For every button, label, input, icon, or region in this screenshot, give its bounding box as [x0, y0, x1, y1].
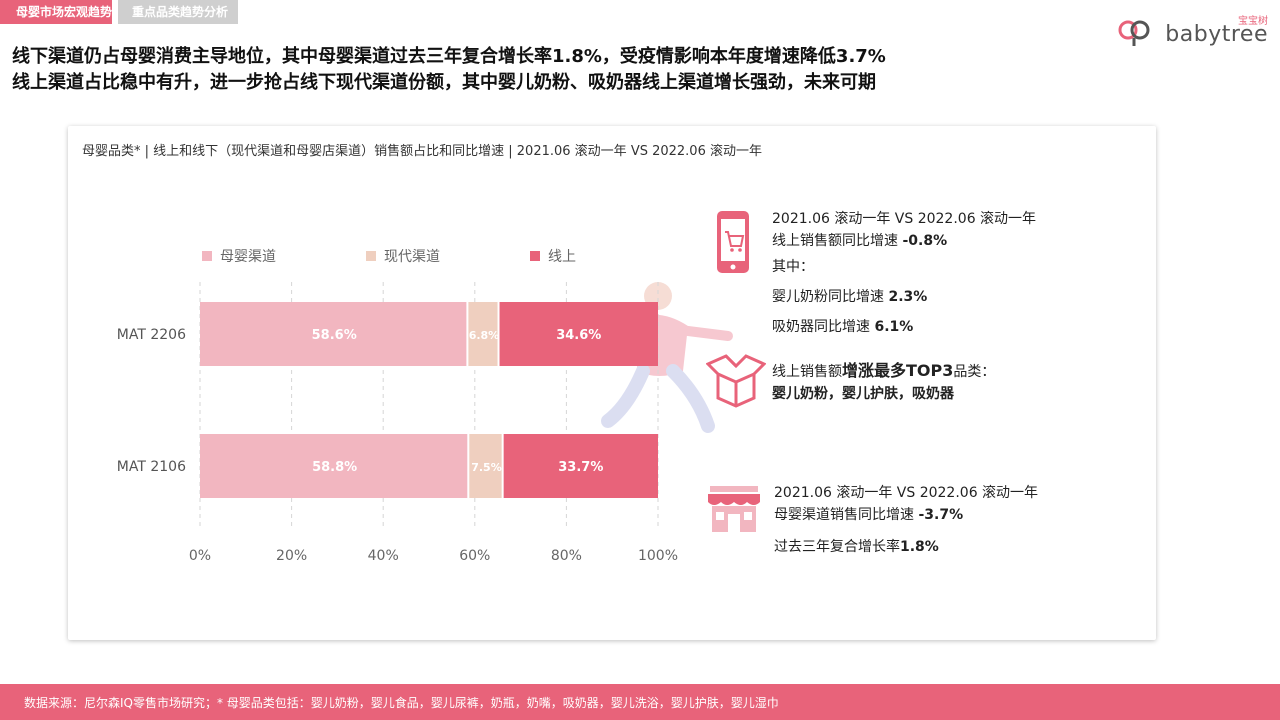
x-tick-label: 100%: [638, 548, 678, 564]
legend-swatch: [202, 251, 212, 261]
offline-cagr: 过去三年复合增长率1.8%: [774, 536, 1038, 558]
pump-growth: 吸奶器同比增速 6.1%: [772, 316, 1036, 338]
footer-bar: 数据来源：尼尔森IQ零售市场研究；* 母婴品类包括：婴儿奶粉，婴儿食品，婴儿尿裤…: [0, 684, 1280, 720]
top3-items: 婴儿奶粉，婴儿护肤，吸奶器: [772, 386, 954, 402]
top3-heading: 线上销售额增涨最多TOP3品类：: [772, 360, 995, 383]
x-tick-label: 60%: [459, 548, 490, 564]
online-among: 其中：: [772, 259, 814, 275]
online-growth: 线上销售额同比增速 -0.8%: [772, 230, 1036, 252]
x-tick-label: 80%: [551, 548, 582, 564]
x-tick-label: 40%: [368, 548, 399, 564]
data-label: 33.7%: [558, 460, 603, 475]
top3-prefix: 线上销售额: [772, 364, 842, 380]
formula-growth-label: 婴儿奶粉同比增速: [772, 289, 889, 305]
logo-mark-icon: [1118, 20, 1150, 46]
data-label: 6.8%: [469, 329, 500, 342]
legend-item-modern: 现代渠道: [366, 246, 440, 266]
legend-label: 现代渠道: [384, 249, 440, 265]
offline-growth-label: 母婴渠道销售同比增速: [774, 507, 919, 523]
bar-segment: [200, 434, 468, 498]
offline-info: 2021.06 滚动一年 VS 2022.06 滚动一年 母婴渠道销售同比增速 …: [774, 482, 1038, 558]
online-growth-value: -0.8%: [902, 233, 948, 249]
legend-swatch: [530, 251, 540, 261]
offline-cagr-label: 过去三年复合增长率: [774, 539, 900, 555]
offline-growth: 母婴渠道销售同比增速 -3.7%: [774, 504, 1038, 526]
legend-item-online: 线上: [530, 246, 576, 266]
chart-card: 母婴品类* | 线上和线下（现代渠道和母婴店渠道）销售额占比和同比增速 | 20…: [68, 126, 1156, 640]
logo-chinese-text: 宝宝树: [1238, 16, 1268, 27]
bar-segment: [469, 434, 502, 498]
bar-segment: [503, 434, 658, 498]
x-tick-label: 0%: [189, 548, 211, 564]
offline-period: 2021.06 滚动一年 VS 2022.06 滚动一年: [774, 485, 1039, 501]
legend-item-maternal: 母婴渠道: [202, 246, 276, 266]
data-label: 58.8%: [312, 460, 357, 475]
data-label: 58.6%: [312, 328, 357, 343]
bar-segment: [468, 302, 498, 366]
bar-segment: [200, 302, 467, 366]
card-title: 母婴品类* | 线上和线下（现代渠道和母婴店渠道）销售额占比和同比增速 | 20…: [82, 144, 762, 159]
footer-source-note: 数据来源：尼尔森IQ零售市场研究；* 母婴品类包括：婴儿奶粉，婴儿食品，婴儿尿裤…: [24, 696, 779, 710]
running-figure-icon: [601, 282, 733, 433]
x-tick-label: 20%: [276, 548, 307, 564]
legend-label: 线上: [548, 249, 576, 265]
top3-highlight: 增涨最多TOP3: [842, 361, 954, 380]
top3-info: 线上销售额增涨最多TOP3品类： 婴儿奶粉，婴儿护肤，吸奶器: [772, 360, 995, 405]
open-box-icon: [706, 354, 766, 408]
chart-legend: 母婴渠道 现代渠道 线上: [202, 246, 666, 266]
data-label: 34.6%: [556, 328, 601, 343]
category-label: MAT 2106: [117, 459, 186, 475]
legend-label: 母婴渠道: [220, 249, 276, 265]
headline: 线下渠道仍占母婴消费主导地位，其中母婴渠道过去三年复合增长率1.8%，受疫情影响…: [12, 44, 1192, 96]
bar-segment: [499, 302, 658, 366]
legend-swatch: [366, 251, 376, 261]
online-info: 2021.06 滚动一年 VS 2022.06 滚动一年 线上销售额同比增速 -…: [772, 208, 1036, 338]
storefront-icon: [708, 486, 760, 532]
online-growth-label: 线上销售额同比增速: [772, 233, 903, 249]
pump-growth-value: 6.1%: [874, 319, 914, 335]
tab-market-trend[interactable]: 母婴市场宏观趋势: [0, 0, 112, 24]
section-tabs: 母婴市场宏观趋势 重点品类趋势分析: [0, 0, 238, 24]
formula-growth: 婴儿奶粉同比增速 2.3%: [772, 286, 1036, 308]
category-label: MAT 2206: [117, 327, 186, 343]
tab-category-analysis[interactable]: 重点品类趋势分析: [118, 0, 238, 24]
phone-cart-icon: [717, 211, 749, 273]
headline-line-1: 线下渠道仍占母婴消费主导地位，其中母婴渠道过去三年复合增长率1.8%，受疫情影响…: [12, 46, 886, 67]
offline-cagr-value: 1.8%: [900, 539, 939, 555]
top3-suffix: 品类：: [953, 364, 996, 380]
online-period: 2021.06 滚动一年 VS 2022.06 滚动一年: [772, 211, 1037, 227]
formula-growth-value: 2.3%: [888, 289, 928, 305]
offline-growth-value: -3.7%: [918, 507, 964, 523]
data-label: 7.5%: [471, 461, 502, 474]
stacked-bar-chart: 0% 20% 40% 60% 80% 100% MAT 2206 58.6% 6.8% 34.6%…: [117, 282, 678, 564]
headline-line-2: 线上渠道占比稳中有升，进一步抢占线下现代渠道份额，其中婴儿奶粉、吸奶器线上渠道增…: [12, 72, 876, 93]
babytree-logo: 宝宝树 babytree: [1118, 12, 1268, 48]
logo-english-text: babytree: [1165, 22, 1268, 47]
pump-growth-label: 吸奶器同比增速: [772, 319, 875, 335]
